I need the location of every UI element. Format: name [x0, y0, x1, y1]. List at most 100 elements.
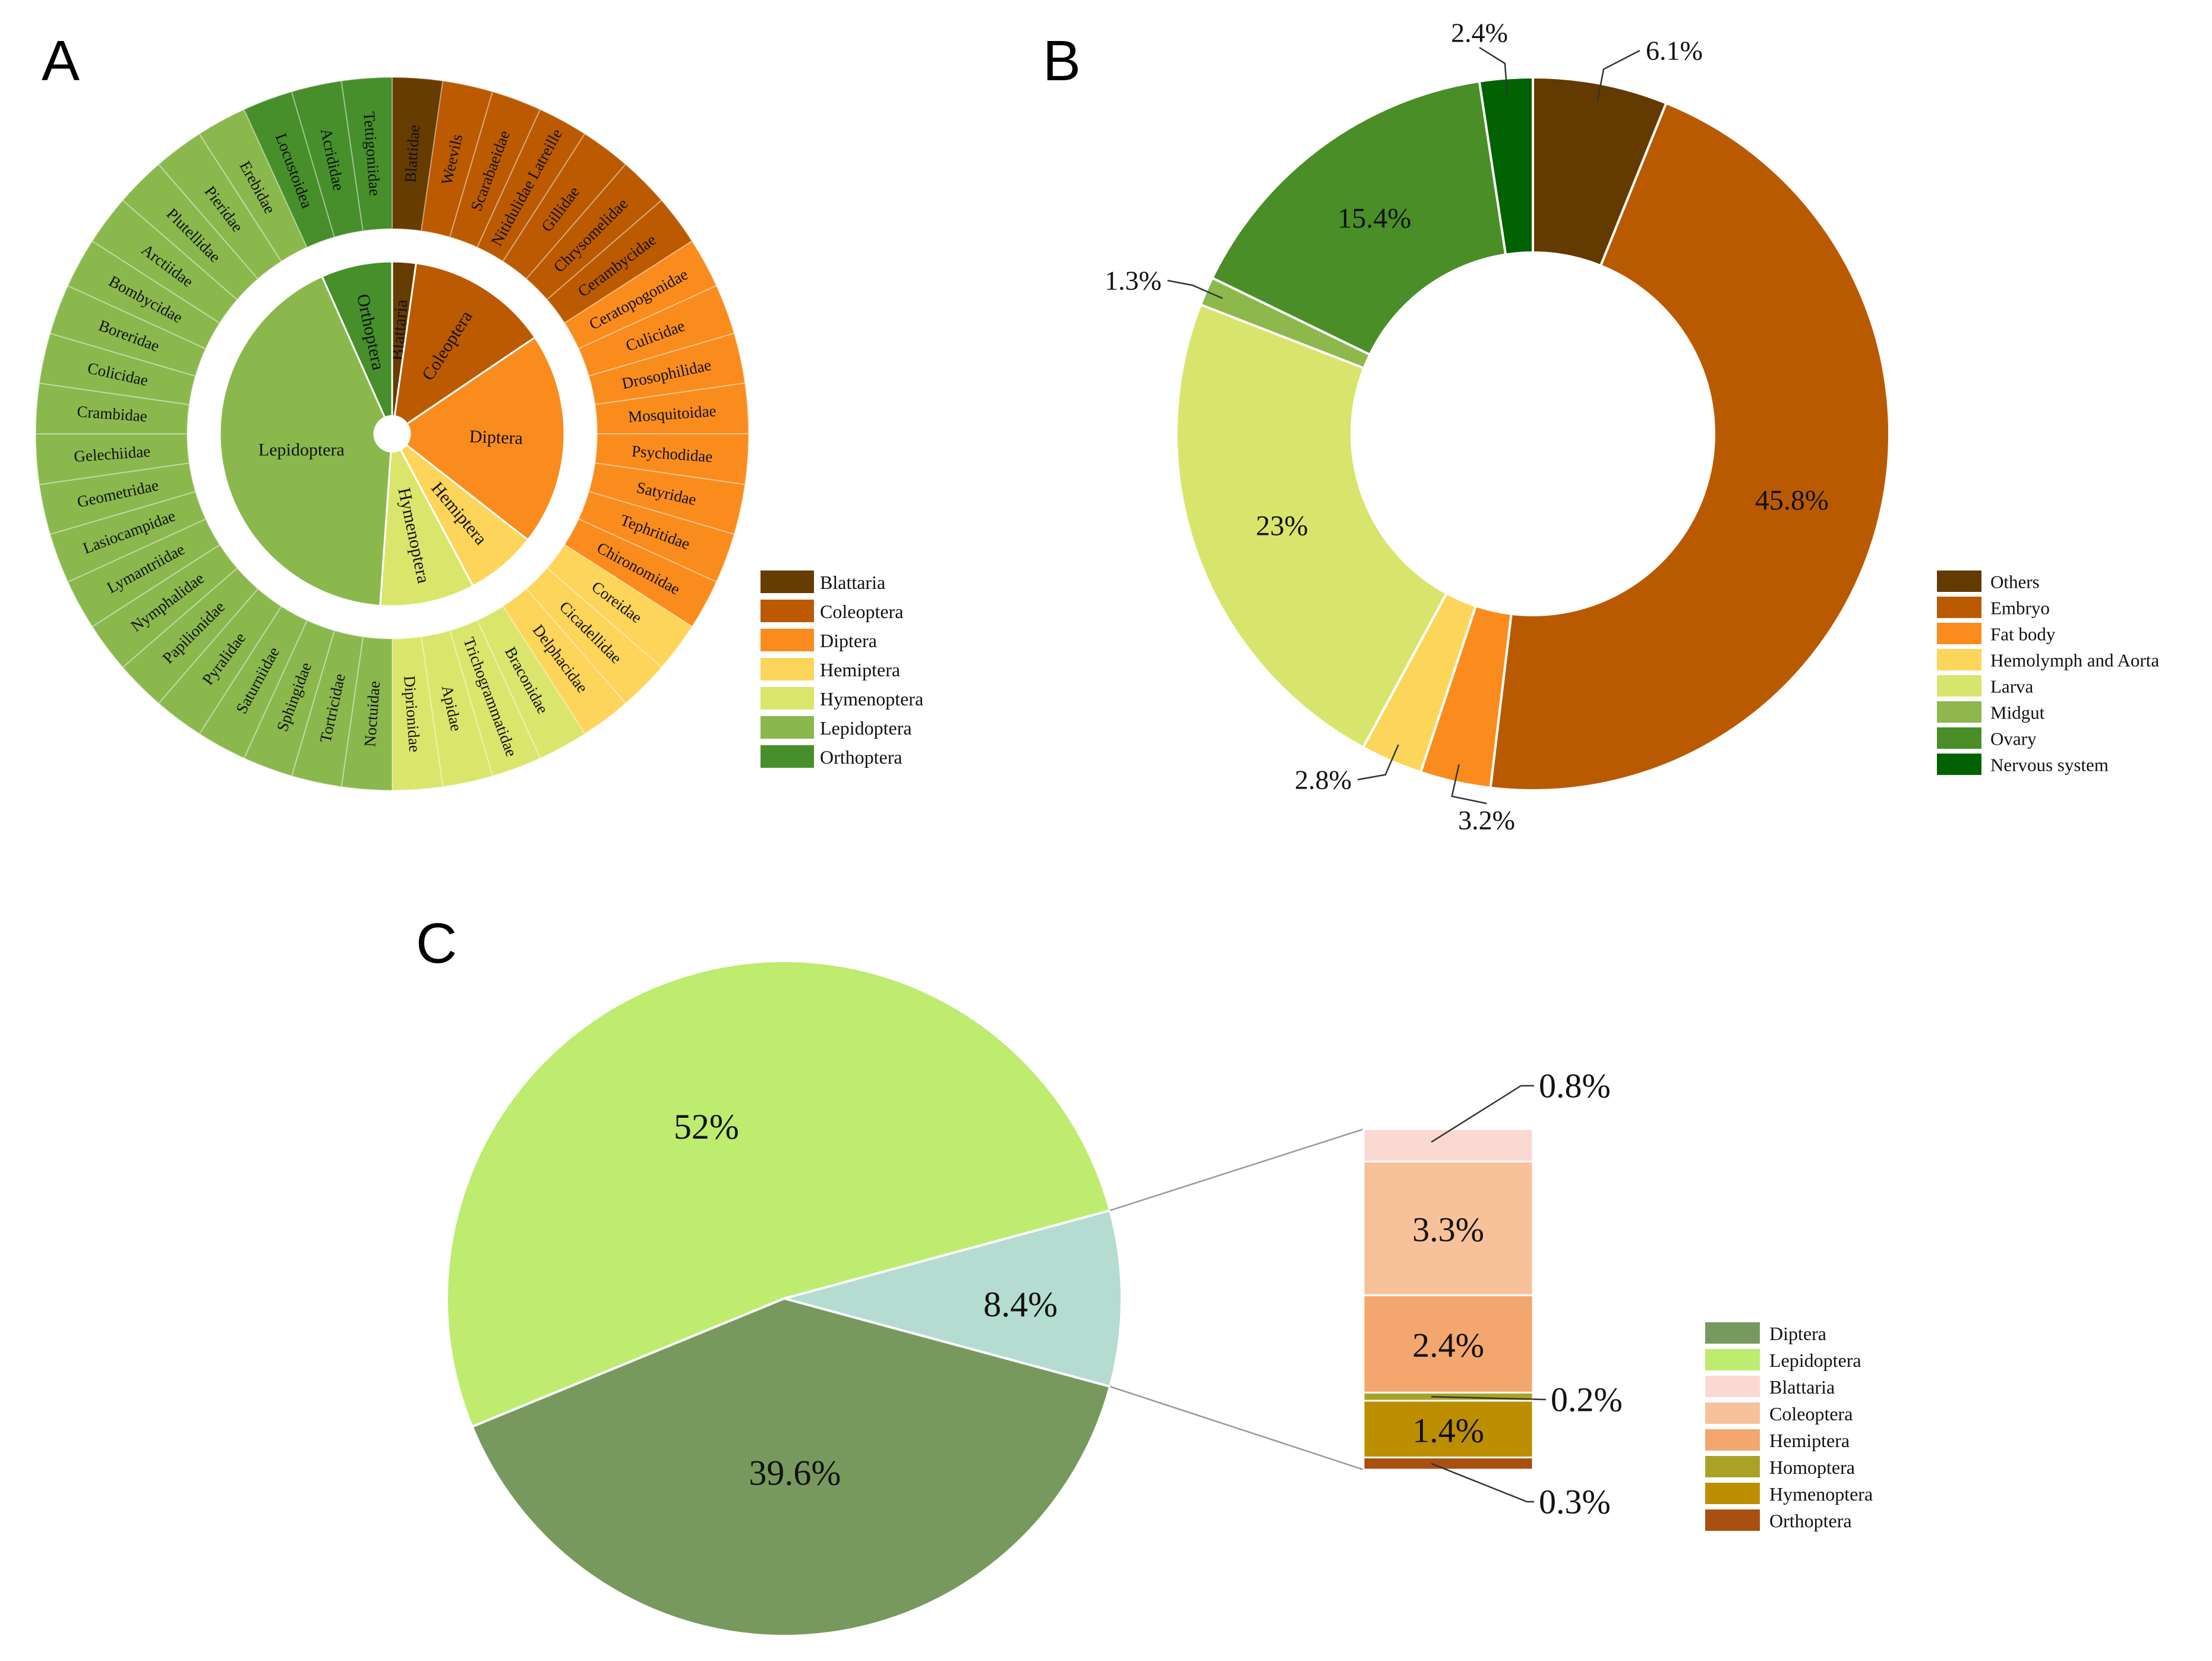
outer-slice-drosophilidae [588, 332, 746, 406]
chart-c-pie-of-bar: 52% 8.4% 39.6% 0.8% 3.3% 2.4% 0.2% 1.4% 0.3% Dipt… [446, 960, 1873, 1637]
legend-swatch-larva [1937, 675, 1981, 696]
inner-slice-lepidoptera [219, 275, 392, 607]
legend-swatch-fat-body [1937, 623, 1981, 644]
legend-swatch-diptera [1705, 1322, 1760, 1344]
inner-slice-orthoptera [321, 260, 393, 419]
inner-slice-diptera [405, 336, 566, 541]
legend-swatch-diptera [761, 629, 814, 651]
legend-label-hymenoptera: Hymenoptera [820, 688, 923, 710]
legend-label-lepidoptera: Lepidoptera [820, 717, 912, 739]
outer-slice-locustoidea [243, 91, 336, 248]
legend-label-embryo: Embryo [1990, 598, 2050, 619]
legend-swatch-embryo [1937, 597, 1981, 618]
inner-slice-hemiptera [399, 443, 529, 588]
bar-segment-hymenoptera [1362, 1400, 1534, 1459]
outer-slice-lasiocampidae [49, 490, 207, 583]
legend-swatch-others [1937, 571, 1981, 592]
donut-slice-embryo [1489, 101, 1891, 792]
inner-label-diptera: Diptera [469, 427, 523, 448]
donut-slice-nervous-system [1478, 75, 1534, 256]
leader-line-midgut [1167, 279, 1223, 300]
inner-slice-coleoptera [393, 262, 537, 426]
legend-swatch-hemiptera [1705, 1429, 1760, 1451]
leader-line-fat-body [1451, 764, 1487, 805]
connector-bottom [1109, 1385, 1364, 1471]
pct-label-orthoptera: 0.3% [1539, 1483, 1611, 1521]
pie-slice-lepidoptera [446, 960, 1112, 1429]
legend-swatch-homoptera [1705, 1456, 1760, 1477]
pct-label-fat-body: 3.2% [1458, 805, 1515, 836]
legend-swatch-nervous-system [1937, 754, 1981, 775]
pct-label-blattaria: 0.8% [1539, 1067, 1611, 1105]
legend-label-coleoptera: Coleoptera [1769, 1403, 1853, 1424]
outer-slice-papilionidae [122, 567, 259, 704]
legend-label-hemiptera: Hemiptera [820, 659, 900, 680]
legend-label-hymenoptera: Hymenoptera [1769, 1483, 1873, 1505]
panel-label-a: A [42, 29, 80, 93]
legend-label-fat-body: Fat body [1990, 624, 2056, 645]
bar-segment-coleoptera [1362, 1161, 1534, 1297]
outer-slice-tettigoniidae [340, 76, 393, 232]
leader-line-blattaria [1431, 1085, 1534, 1143]
bar-segment-blattaria [1362, 1128, 1534, 1163]
pie-slice-diptera [470, 1297, 1112, 1637]
outer-slice-cerambycidae [546, 199, 693, 324]
legend-swatch-lepidoptera [1705, 1349, 1760, 1370]
legend-label-midgut: Midgut [1990, 702, 2045, 723]
legend-swatch-lepidoptera [761, 716, 814, 739]
chart-b-donut: 6.1% 45.8% 3.2% 2.8% 23% 1.3% 15.4% 2.4% Others E… [1105, 18, 2159, 836]
outer-slice-bombycidae [67, 240, 221, 350]
chart-a-sunburst: Blattaria Coleoptera Diptera Hemiptera Hymen… [34, 76, 923, 792]
leader-line-hemolymph-and-aorta [1357, 744, 1399, 781]
outer-slice-satyridae [588, 462, 746, 535]
inner-slice-hymenoptera [379, 448, 475, 607]
legend-label-coleoptera: Coleoptera [820, 601, 903, 622]
legend-label-larva: Larva [1990, 676, 2034, 697]
legend-swatch-hymenoptera [761, 687, 814, 710]
legend-swatch-hemiptera [761, 658, 814, 680]
legend-label-homoptera: Homoptera [1769, 1457, 1855, 1478]
legend-swatch-coleoptera [1705, 1402, 1760, 1424]
legend-label-hemolymph-and-aorta: Hemolymph and Aorta [1990, 650, 2159, 671]
outer-slice-tephritidae [578, 490, 735, 583]
pct-label-homoptera: 0.2% [1551, 1381, 1623, 1419]
legend-label-lepidoptera: Lepidoptera [1769, 1350, 1861, 1371]
connector-top [1109, 1128, 1364, 1212]
pct-label-nervous-system: 2.4% [1451, 18, 1508, 48]
bar-segment-hemiptera [1362, 1294, 1534, 1394]
legend-label-nervous-system: Nervous system [1990, 755, 2109, 776]
legend-swatch-blattaria [761, 571, 814, 593]
bar-segment-orthoptera [1362, 1457, 1534, 1471]
pie-slice-other [780, 1209, 1124, 1388]
legend-swatch-ovary [1937, 727, 1981, 749]
outer-label-blattidae: Blattidae [401, 124, 423, 183]
outer-slice-acrididae [291, 80, 364, 238]
legend-swatch-blattaria [1705, 1376, 1760, 1397]
panel-label-b: B [1043, 29, 1081, 93]
legend-swatch-hymenoptera [1705, 1483, 1760, 1504]
inner-label-lepidoptera: Lepidoptera [258, 440, 345, 459]
legend-label-others: Others [1990, 572, 2040, 592]
outer-slice-delphacidae [502, 588, 627, 735]
leader-line-homoptera [1431, 1395, 1546, 1401]
leader-line-nervous-system [1479, 46, 1509, 96]
outer-slice-boreridae [49, 285, 207, 377]
legend-label-diptera: Diptera [1769, 1323, 1826, 1344]
outer-slice-tortricidae [291, 629, 364, 788]
donut-slice-larva [1175, 303, 1449, 749]
outer-slice-geometridae [38, 462, 197, 535]
pct-label-hemolymph-and-aorta: 2.8% [1295, 765, 1352, 795]
outer-slice-arctiidae [91, 199, 238, 324]
legend-label-orthoptera: Orthoptera [820, 746, 903, 768]
pct-label-coleoptera: 3.3% [1412, 1211, 1484, 1249]
legend-label-diptera: Diptera [820, 630, 877, 651]
pct-label-other: 8.4% [983, 1285, 1058, 1324]
donut-slice-ovary [1210, 80, 1507, 357]
pct-label-ovary: 15.4% [1337, 203, 1411, 234]
legend-swatch-orthoptera [761, 745, 814, 768]
outer-slice-pyralidae [157, 588, 282, 735]
legend-label-orthoptera: Orthoptera [1769, 1510, 1852, 1531]
pct-label-others: 6.1% [1646, 36, 1703, 66]
pct-label-hemiptera: 2.4% [1412, 1326, 1484, 1364]
